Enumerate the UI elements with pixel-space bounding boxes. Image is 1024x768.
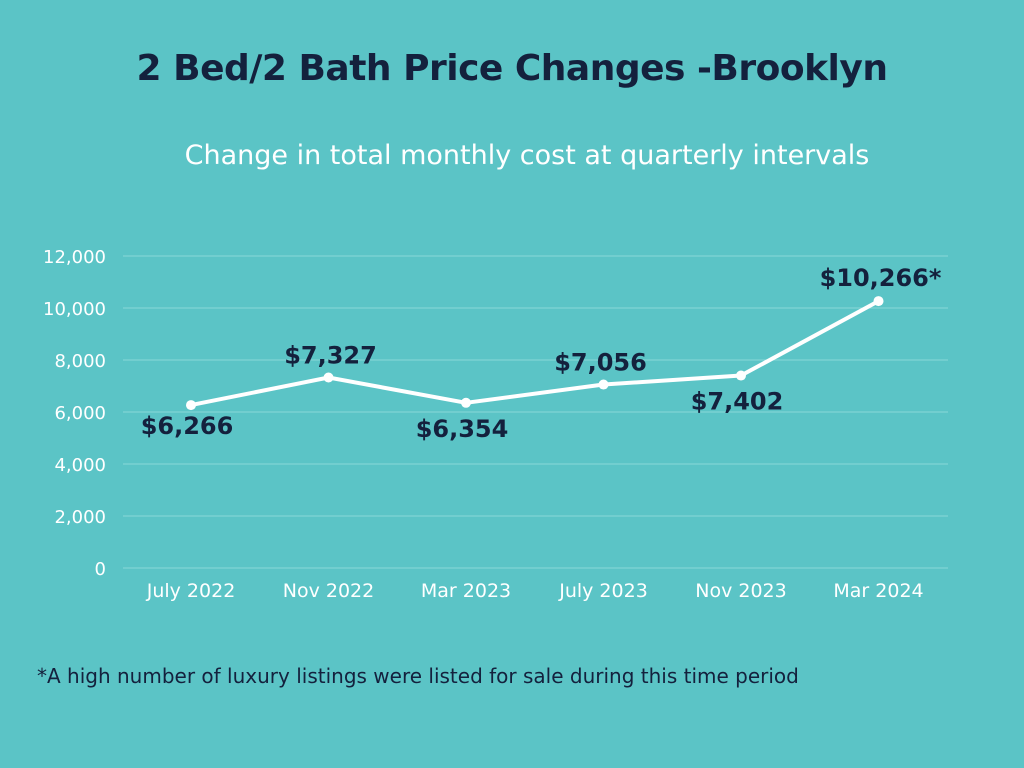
x-tick-label: July 2023 <box>558 580 648 602</box>
series-line-group <box>186 296 884 411</box>
x-tick-label: July 2022 <box>146 580 236 602</box>
series-line <box>189 299 881 408</box>
y-tick-label: 0 <box>95 559 106 580</box>
y-tick-label: 10,000 <box>43 299 106 320</box>
x-tick-label: Nov 2022 <box>283 580 374 602</box>
data-point <box>598 379 609 390</box>
data-label: $7,056 <box>554 349 647 377</box>
data-point <box>323 372 334 383</box>
data-point <box>461 397 471 408</box>
data-labels: $6,266 $7,327 $6,354 $7,056 $7,402 $10,266* <box>141 264 942 443</box>
x-axis-ticks: July 2022 Nov 2022 Mar 2023 July 2023 Nov 20… <box>146 580 924 602</box>
chart-title: 2 Bed/2 Bath Price Changes -Brooklyn <box>136 48 888 89</box>
y-tick-label: 2,000 <box>54 507 106 528</box>
data-label: $7,327 <box>284 341 377 369</box>
x-tick-label: Mar 2024 <box>833 580 923 602</box>
data-label: $10,266* <box>820 264 942 292</box>
y-tick-label: 12,000 <box>43 247 106 268</box>
footnote: *A high number of luxury listings were l… <box>37 664 799 688</box>
y-axis-ticks: 0 2,000 4,000 6,000 8,000 10,000 12,000 <box>43 247 106 580</box>
y-tick-label: 8,000 <box>54 351 106 372</box>
x-tick-label: Mar 2023 <box>421 580 511 602</box>
data-label: $6,266 <box>141 412 234 440</box>
gridlines <box>123 255 948 569</box>
data-point <box>873 296 884 307</box>
data-label: $6,354 <box>416 415 509 443</box>
data-point <box>186 400 196 411</box>
x-tick-label: Nov 2023 <box>695 580 786 602</box>
data-point <box>736 370 746 381</box>
data-label: $7,402 <box>691 388 784 416</box>
y-tick-label: 4,000 <box>54 455 106 476</box>
chart-subtitle: Change in total monthly cost at quarterl… <box>184 140 870 171</box>
y-tick-label: 6,000 <box>54 403 106 424</box>
